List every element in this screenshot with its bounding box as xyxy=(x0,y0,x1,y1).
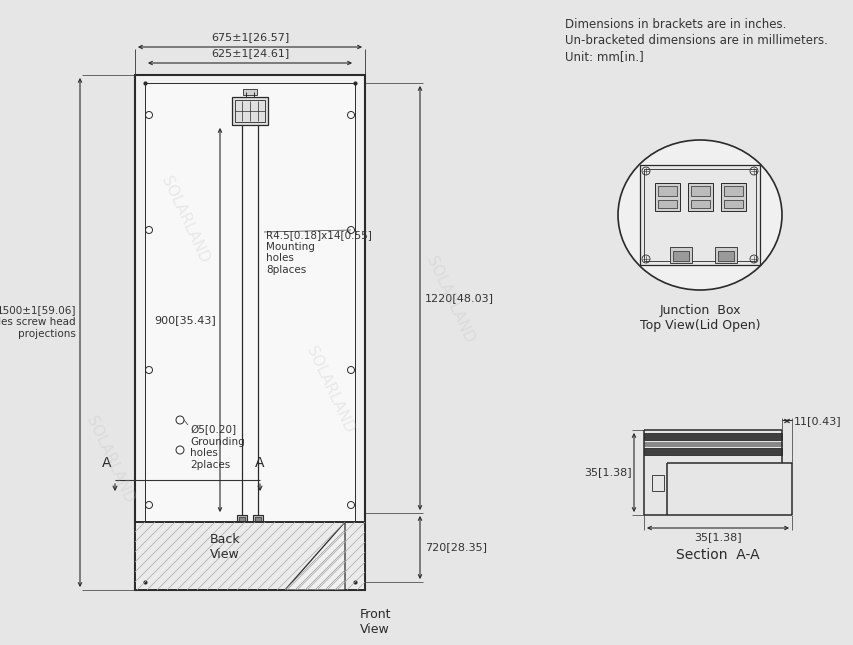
Bar xyxy=(255,517,261,525)
Text: Unit: mm[in.]: Unit: mm[in.] xyxy=(565,50,643,63)
Bar xyxy=(723,186,742,196)
Bar xyxy=(135,522,364,590)
Bar xyxy=(690,200,709,208)
Bar xyxy=(657,186,676,196)
Bar xyxy=(690,186,709,196)
Bar xyxy=(688,183,712,211)
Bar xyxy=(657,200,676,208)
Bar xyxy=(145,83,355,582)
Bar xyxy=(714,247,736,263)
Text: 720[28.35]: 720[28.35] xyxy=(425,542,486,553)
Text: Ø5[0.20]
Grounding
holes
2places: Ø5[0.20] Grounding holes 2places xyxy=(189,425,245,470)
Text: 11[0.43]: 11[0.43] xyxy=(793,416,841,426)
Bar xyxy=(672,251,688,261)
Bar xyxy=(651,475,664,491)
Text: 35[1.38]: 35[1.38] xyxy=(693,532,741,542)
Text: 35[1.38]: 35[1.38] xyxy=(583,467,631,477)
Bar xyxy=(643,448,781,455)
Text: 900[35.43]: 900[35.43] xyxy=(154,315,216,325)
Bar xyxy=(643,442,781,446)
Text: A: A xyxy=(255,456,264,470)
Bar xyxy=(643,169,755,261)
Text: SOLARLAND: SOLARLAND xyxy=(423,254,476,346)
Text: Junction  Box
Top View(Lid Open): Junction Box Top View(Lid Open) xyxy=(639,304,759,332)
Bar xyxy=(232,97,268,125)
Bar xyxy=(252,515,263,527)
Text: SOLARLAND: SOLARLAND xyxy=(303,344,357,436)
Polygon shape xyxy=(285,522,345,590)
Text: Back
View: Back View xyxy=(210,533,240,561)
Text: SOLARLAND: SOLARLAND xyxy=(158,174,212,266)
Bar xyxy=(237,515,247,527)
Text: 625±1[24.61]: 625±1[24.61] xyxy=(211,48,289,58)
Bar xyxy=(720,183,746,211)
Text: SOLARLAND: SOLARLAND xyxy=(84,414,136,506)
Bar xyxy=(643,433,781,440)
Bar xyxy=(135,75,364,590)
Bar xyxy=(235,100,264,122)
Bar xyxy=(639,165,759,265)
Bar xyxy=(670,247,691,263)
Text: Front
View: Front View xyxy=(360,608,391,636)
Text: Un-bracketed dimensions are in millimeters.: Un-bracketed dimensions are in millimete… xyxy=(565,34,827,47)
Bar xyxy=(239,517,245,525)
Text: 1220[48.03]: 1220[48.03] xyxy=(425,293,493,303)
Bar xyxy=(243,89,257,95)
Text: Section  A-A: Section A-A xyxy=(676,548,759,562)
Bar xyxy=(135,522,364,590)
Bar xyxy=(654,183,679,211)
Text: 675±1[26.57]: 675±1[26.57] xyxy=(211,32,289,42)
Text: A: A xyxy=(102,456,112,470)
Bar xyxy=(723,200,742,208)
Text: R4.5[0.18]x14[0.55]
Mounting
holes
8places: R4.5[0.18]x14[0.55] Mounting holes 8plac… xyxy=(265,230,371,275)
Text: Dimensions in brackets are in inches.: Dimensions in brackets are in inches. xyxy=(565,18,786,31)
Text: 1500±1[59.06]
cludes screw head
projections: 1500±1[59.06] cludes screw head projecti… xyxy=(0,305,76,339)
Bar xyxy=(717,251,733,261)
Ellipse shape xyxy=(618,140,781,290)
